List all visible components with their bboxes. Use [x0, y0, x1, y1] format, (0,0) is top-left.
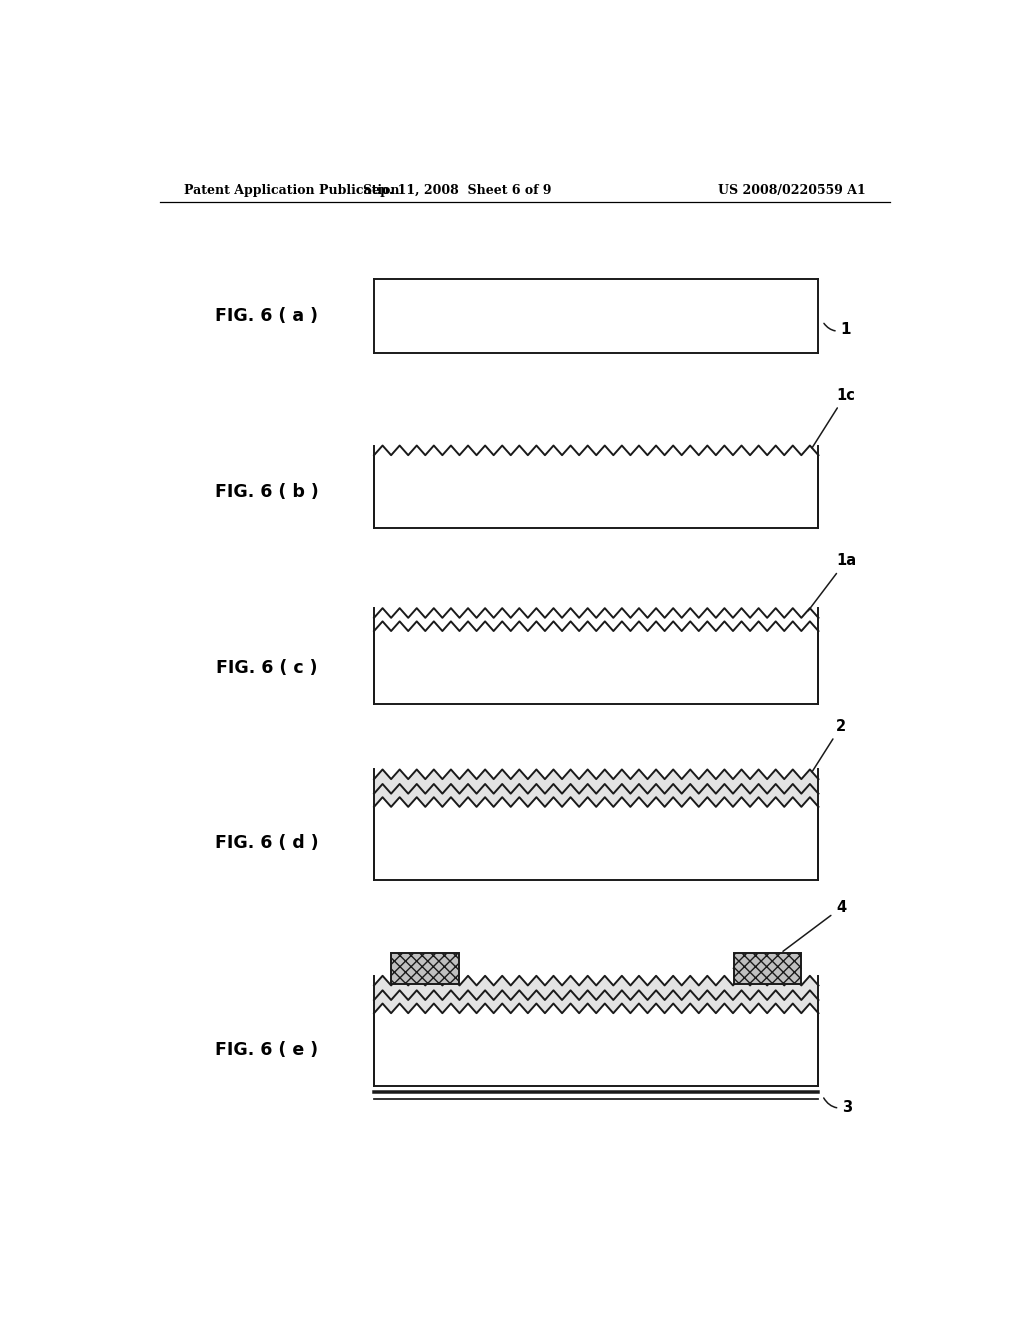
Polygon shape — [374, 975, 818, 1014]
Bar — [733, 953, 801, 983]
Text: 1a: 1a — [808, 553, 856, 611]
Text: 3: 3 — [823, 1098, 852, 1115]
Text: FIG. 6 ( e ): FIG. 6 ( e ) — [215, 1040, 318, 1059]
Text: FIG. 6 ( b ): FIG. 6 ( b ) — [215, 483, 318, 500]
Text: US 2008/0220559 A1: US 2008/0220559 A1 — [718, 185, 866, 198]
Text: 1c: 1c — [812, 388, 855, 447]
Text: Sep. 11, 2008  Sheet 6 of 9: Sep. 11, 2008 Sheet 6 of 9 — [364, 185, 552, 198]
Polygon shape — [374, 770, 818, 807]
Text: 1: 1 — [824, 322, 851, 337]
Text: 4: 4 — [783, 900, 846, 952]
Text: 2: 2 — [812, 719, 846, 772]
Text: Patent Application Publication: Patent Application Publication — [183, 185, 399, 198]
Text: FIG. 6 ( c ): FIG. 6 ( c ) — [216, 659, 317, 677]
Text: FIG. 6 ( a ): FIG. 6 ( a ) — [215, 308, 318, 325]
Bar — [391, 953, 459, 983]
Text: FIG. 6 ( d ): FIG. 6 ( d ) — [215, 834, 318, 853]
